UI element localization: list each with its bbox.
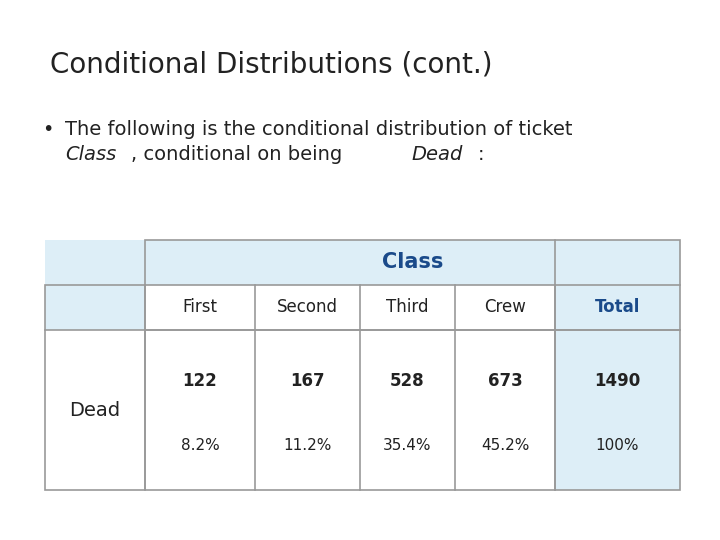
Text: :: : [478,145,485,164]
Text: 45.2%: 45.2% [481,438,529,453]
FancyBboxPatch shape [145,240,680,285]
Text: 673: 673 [487,372,523,390]
Text: 122: 122 [183,372,217,390]
Text: Class: Class [382,253,444,273]
Text: •: • [42,120,53,139]
FancyBboxPatch shape [145,285,555,330]
FancyBboxPatch shape [45,330,145,490]
Text: 35.4%: 35.4% [383,438,432,453]
Text: Second: Second [277,299,338,316]
Text: Crew: Crew [484,299,526,316]
Text: 167: 167 [290,372,325,390]
Text: 1490: 1490 [595,372,641,390]
Text: Class: Class [65,145,116,164]
Text: 528: 528 [390,372,425,390]
Text: 11.2%: 11.2% [283,438,332,453]
FancyBboxPatch shape [555,285,680,330]
Text: The following is the conditional distribution of ticket: The following is the conditional distrib… [65,120,572,139]
Text: 8.2%: 8.2% [181,438,220,453]
Text: Dead: Dead [69,401,120,420]
Text: Third: Third [386,299,428,316]
Text: Dead: Dead [412,145,463,164]
Text: Conditional Distributions (cont.): Conditional Distributions (cont.) [50,50,492,78]
FancyBboxPatch shape [555,330,680,490]
FancyBboxPatch shape [45,240,680,490]
FancyBboxPatch shape [145,330,555,490]
Text: Total: Total [595,299,640,316]
Text: 100%: 100% [595,438,639,453]
Text: , conditional on being: , conditional on being [131,145,348,164]
Text: First: First [182,299,217,316]
